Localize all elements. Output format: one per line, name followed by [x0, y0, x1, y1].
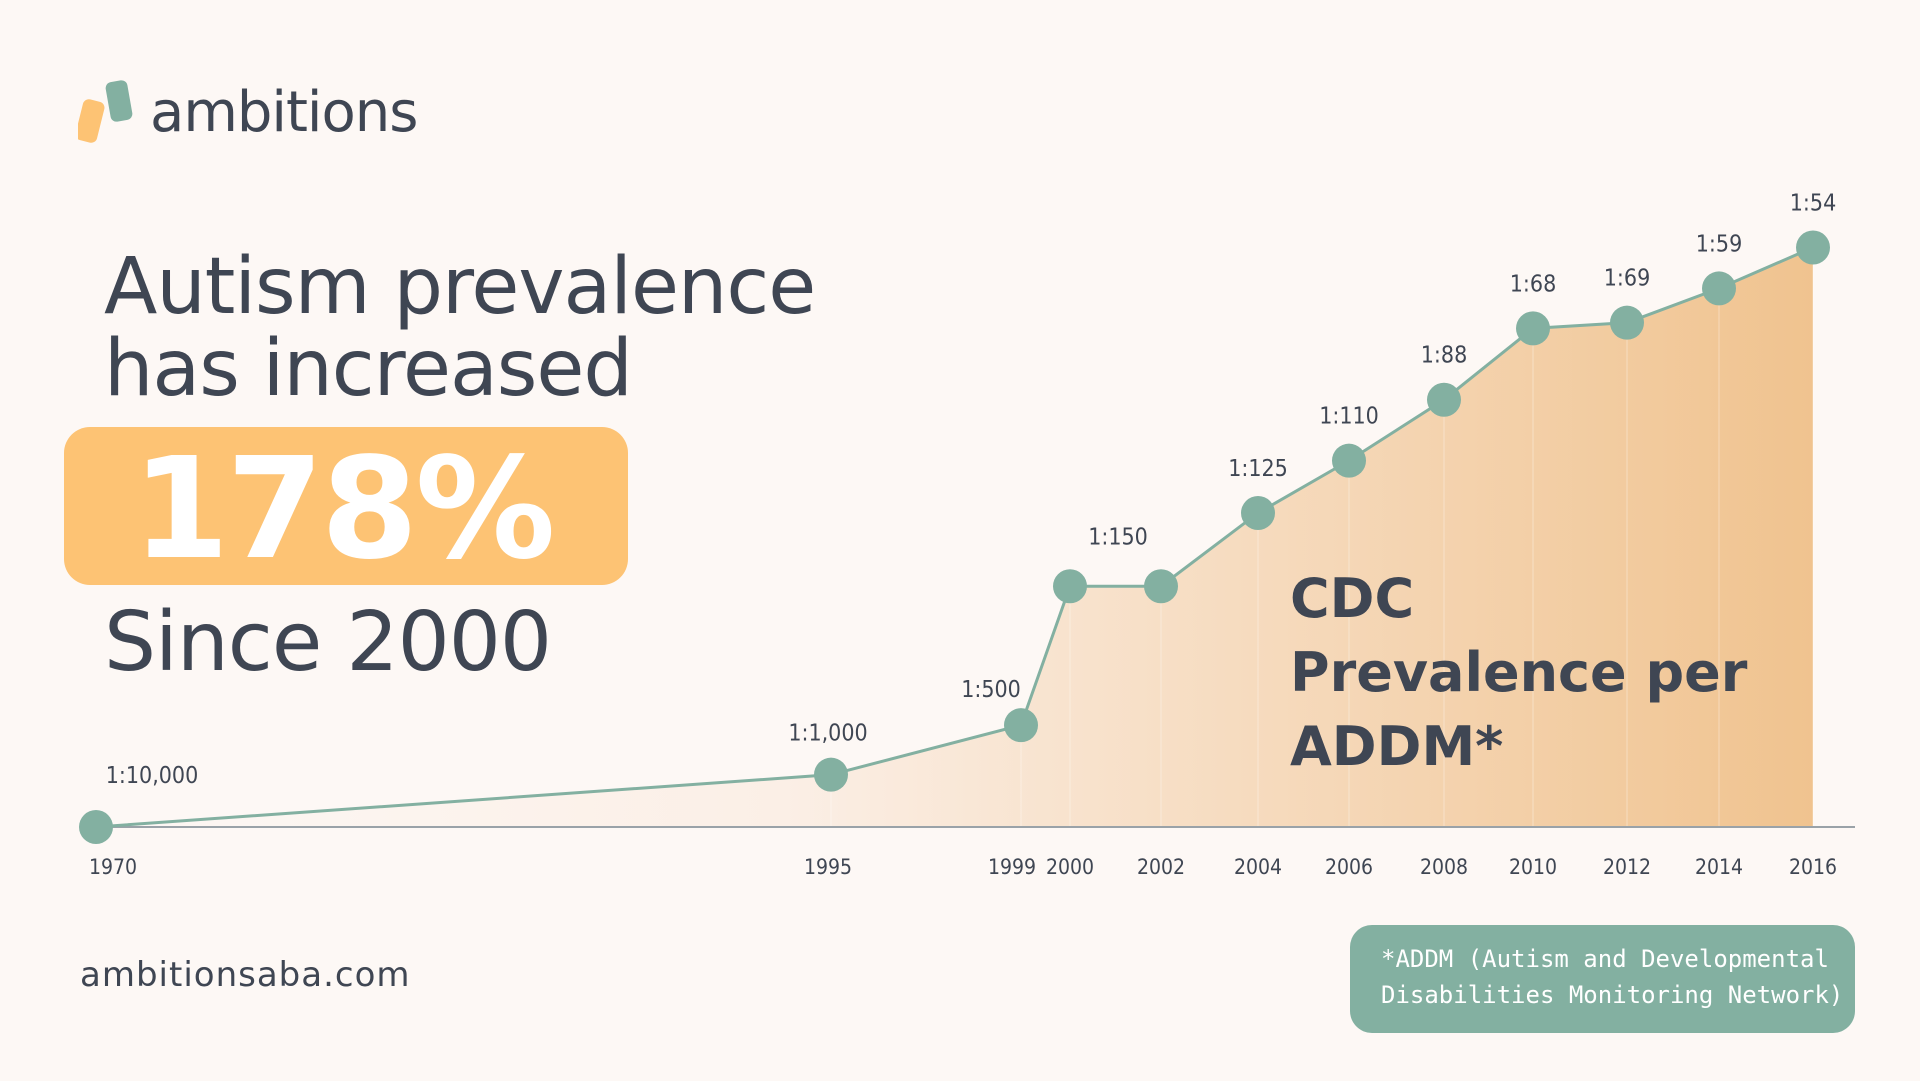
x-tick-label: 2012: [1603, 855, 1651, 879]
x-tick-label: 2004: [1234, 855, 1282, 879]
data-point: [1053, 569, 1087, 604]
x-tick-label: 2016: [1789, 855, 1837, 879]
data-label: 1:125: [1228, 456, 1288, 482]
data-label: 1:69: [1604, 266, 1650, 292]
data-point: [79, 810, 113, 844]
data-point: [1332, 443, 1366, 478]
ambitions-logo-icon: [78, 80, 133, 143]
logo: ambitions: [78, 78, 438, 148]
x-tick-label: 2008: [1420, 855, 1468, 879]
data-point: [1427, 382, 1461, 417]
data-label: 1:68: [1510, 271, 1556, 297]
website-url: ambitionsaba.com: [80, 955, 411, 995]
percent-value: 178%: [132, 428, 556, 591]
chart-title: CDC Prevalence per ADDM*: [1290, 562, 1760, 784]
data-point: [1796, 230, 1830, 265]
x-tick-label: 1995: [804, 855, 852, 879]
data-label: 1:59: [1696, 231, 1742, 257]
data-label: 1:10,000: [106, 763, 199, 789]
x-tick-label: 1970: [89, 855, 137, 879]
x-tick-label: 2014: [1695, 855, 1743, 879]
x-tick-label: 2006: [1325, 855, 1373, 879]
data-label: 1:110: [1319, 404, 1379, 430]
area-fill: [96, 247, 1813, 828]
x-tick-label: 2000: [1046, 855, 1094, 879]
data-point: [1516, 311, 1550, 346]
percent-badge: 178%: [64, 427, 628, 585]
footnote-line-1: *ADDM (Autism and Developmental: [1381, 945, 1829, 973]
data-point: [1144, 569, 1178, 604]
footnote-line-2: Disabilities Monitoring Network): [1381, 981, 1844, 1009]
logo-text: ambitions: [150, 80, 418, 145]
x-tick-label: 2002: [1137, 855, 1185, 879]
data-label: 1:1,000: [788, 721, 867, 747]
chart-title-text: CDC Prevalence per ADDM*: [1290, 567, 1748, 778]
data-label: 1:150: [1088, 524, 1148, 550]
footnote-box: *ADDM (Autism and Developmental Disabili…: [1350, 925, 1855, 1033]
headline-line-2: has increased: [104, 324, 633, 414]
since-text: Since 2000: [104, 595, 552, 690]
data-label: 1:500: [961, 677, 1021, 703]
headline-line-1: Autism prevalence: [104, 242, 816, 332]
headline: Autism prevalence has increased: [104, 242, 816, 414]
data-label: 1:88: [1421, 343, 1467, 369]
x-tick-label: 1999: [988, 855, 1036, 879]
x-tick-label: 2010: [1509, 855, 1557, 879]
data-point: [1241, 495, 1275, 530]
data-point: [814, 757, 848, 792]
data-point: [1702, 271, 1736, 306]
data-point: [1610, 305, 1644, 340]
data-point: [1004, 708, 1038, 743]
data-label: 1:54: [1790, 190, 1836, 216]
